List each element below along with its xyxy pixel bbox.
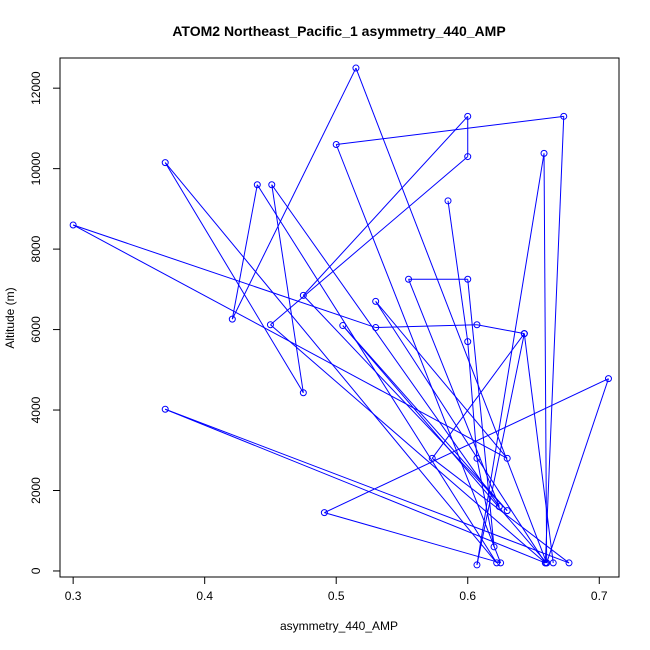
series-segment [270, 156, 469, 326]
y-axis: 0 2000 4000 6000 8000 10000 12000 [29, 71, 61, 574]
y-tick-label: 4000 [29, 396, 43, 423]
data-point [520, 330, 528, 338]
data-point [339, 322, 347, 330]
data-point [69, 221, 77, 229]
data-point [428, 454, 436, 462]
series-segment [270, 324, 546, 564]
series-segment [335, 144, 502, 564]
series-segment [476, 324, 525, 335]
series-segment [447, 200, 469, 342]
data-point [161, 159, 169, 167]
data-point [560, 112, 568, 120]
x-tick-label: 0.5 [328, 589, 345, 603]
y-tick-label: 0 [29, 567, 43, 574]
series-segment [375, 301, 546, 564]
x-axis-label: asymmetry_440_AMP [280, 619, 398, 633]
series-segment [164, 162, 304, 393]
data-point [332, 141, 340, 148]
series-segment [543, 153, 548, 563]
data-point [464, 153, 472, 161]
series-segment [72, 224, 508, 459]
data-point [549, 559, 557, 567]
x-tick-label: 0.4 [196, 589, 213, 603]
y-tick-label: 12000 [29, 71, 43, 105]
data-point [253, 181, 261, 189]
series-segment [271, 184, 304, 393]
series-segment [164, 162, 498, 564]
series-segment [165, 408, 570, 564]
data-point [372, 297, 380, 305]
series-segment [324, 378, 609, 514]
data-point [352, 64, 360, 72]
series-layer [69, 64, 612, 569]
y-axis-label: Altitude (m) [3, 287, 17, 348]
data-point [268, 181, 276, 189]
series-segment [231, 67, 357, 320]
series-segment [324, 512, 501, 564]
series-segment [342, 325, 508, 511]
data-point [228, 315, 236, 323]
data-point [565, 559, 573, 567]
data-point [299, 291, 307, 299]
y-tick-label: 6000 [29, 316, 43, 343]
data-point [604, 375, 612, 383]
series-segment [231, 184, 258, 320]
chart-title: ATOM2 Northeast_Pacific_1 asymmetry_440_… [172, 23, 505, 39]
data-point [473, 561, 481, 569]
data-point [372, 324, 380, 332]
data-point [490, 543, 498, 551]
y-tick-label: 2000 [29, 477, 43, 504]
series-segment [375, 301, 508, 459]
data-point [541, 559, 549, 567]
data-point [299, 389, 307, 397]
data-point [540, 149, 548, 157]
series-segment [165, 408, 546, 564]
data-point [503, 507, 511, 515]
series-segment [476, 458, 495, 547]
series-segment [431, 457, 570, 564]
data-point [503, 454, 511, 462]
data-point [464, 338, 472, 346]
data-point [266, 321, 274, 329]
x-axis: 0.3 0.4 0.5 0.6 0.7 [65, 576, 608, 603]
series-segment [336, 115, 564, 145]
series-segment [72, 224, 376, 329]
x-tick-label: 0.3 [65, 589, 82, 603]
data-point [320, 509, 328, 517]
series-segment [523, 333, 554, 563]
data-point [444, 197, 452, 205]
y-tick-label: 10000 [29, 152, 43, 186]
series-segment [431, 333, 525, 459]
series-segment [375, 324, 477, 329]
series-segment [271, 184, 500, 507]
data-point [497, 559, 505, 567]
series-segment [302, 115, 469, 296]
data-point [473, 321, 481, 329]
data-point [464, 112, 472, 120]
series-segment [476, 333, 525, 566]
series-segment [546, 378, 609, 564]
x-tick-label: 0.7 [591, 589, 608, 603]
data-point [464, 275, 472, 283]
x-tick-label: 0.6 [459, 589, 476, 603]
data-point [493, 559, 501, 567]
series-segment [544, 116, 565, 563]
plot-frame [59, 57, 620, 578]
series-segment [476, 153, 545, 566]
series-segment [355, 67, 548, 564]
y-tick-label: 8000 [29, 235, 43, 262]
data-point [473, 454, 481, 462]
data-point [161, 405, 169, 413]
data-point [405, 275, 413, 283]
data-point [495, 503, 503, 511]
